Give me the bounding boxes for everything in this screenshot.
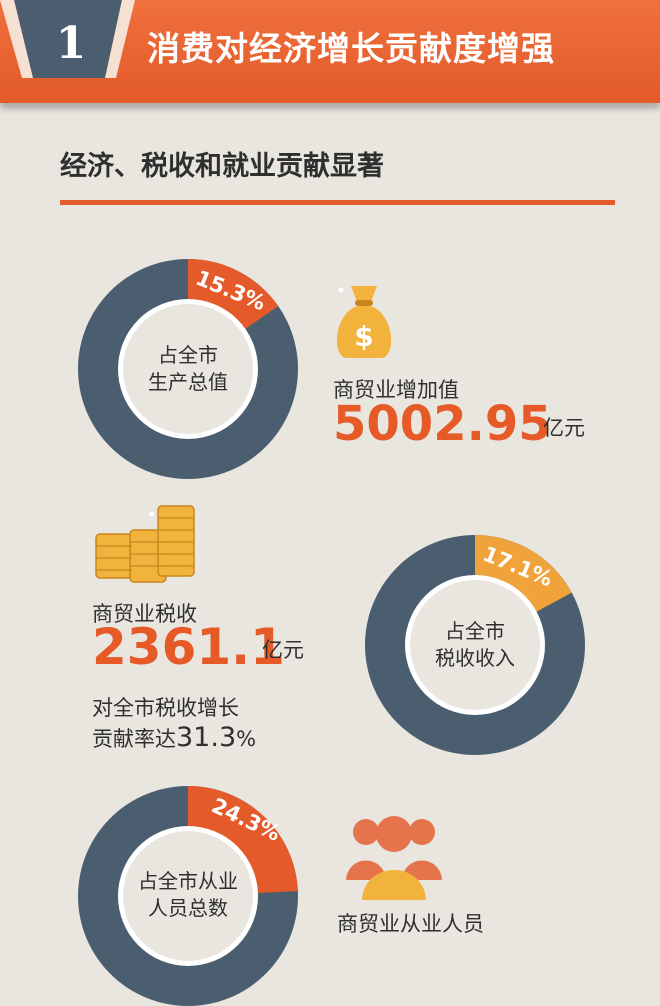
section-title: 经济、税收和就业贡献显著 [60, 151, 384, 182]
donut-center-line1: 占全市 [158, 343, 218, 367]
metric-value-tax: 2361.1 [92, 618, 285, 676]
donut-center-line2: 税收收入 [435, 646, 515, 670]
donut-chart-gdp: 15.3% 占全市 生产总值 [78, 259, 298, 479]
donut-center-line2: 生产总值 [148, 370, 228, 394]
tax-note-line1: 对全市税收增长 [92, 696, 239, 720]
tax-note-line2: 贡献率达31.3% [92, 722, 256, 753]
donut-center-line1: 占全市从业 [138, 869, 238, 893]
metric-unit-tax: 亿元 [262, 638, 304, 662]
coin-stacks-icon [95, 505, 195, 583]
metric-unit-added-value: 亿元 [543, 416, 585, 440]
metric-name-added-value: 商贸业增加值 [333, 378, 459, 402]
money-bag-icon: $ [336, 286, 392, 358]
people-icon [346, 816, 442, 900]
tax-note-prefix: 贡献率达 [92, 727, 176, 751]
donut-center-line2: 人员总数 [148, 896, 228, 920]
page-title: 消费对经济增长贡献度增强 [147, 29, 555, 68]
header-banner: 1 消费对经济增长贡献度增强 [0, 0, 660, 103]
badge-number: 1 [56, 18, 87, 69]
tax-note-unit: % [236, 727, 257, 751]
donut-center-line1: 占全市 [445, 619, 505, 643]
metric-name-tax: 商贸业税收 [92, 602, 197, 626]
donut-chart-employment: 24.3% 占全市从业 人员总数 [78, 786, 298, 1006]
svg-text:$: $ [354, 320, 373, 353]
number-badge: 1 [0, 0, 135, 78]
metric-name-employment: 商贸业从业人员 [337, 912, 484, 936]
tax-note-value: 31.3 [176, 722, 237, 753]
metric-value-added-value: 5002.95 [333, 396, 552, 452]
donut-chart-tax: 17.1% 占全市 税收收入 [365, 535, 585, 755]
section-divider [60, 200, 615, 205]
